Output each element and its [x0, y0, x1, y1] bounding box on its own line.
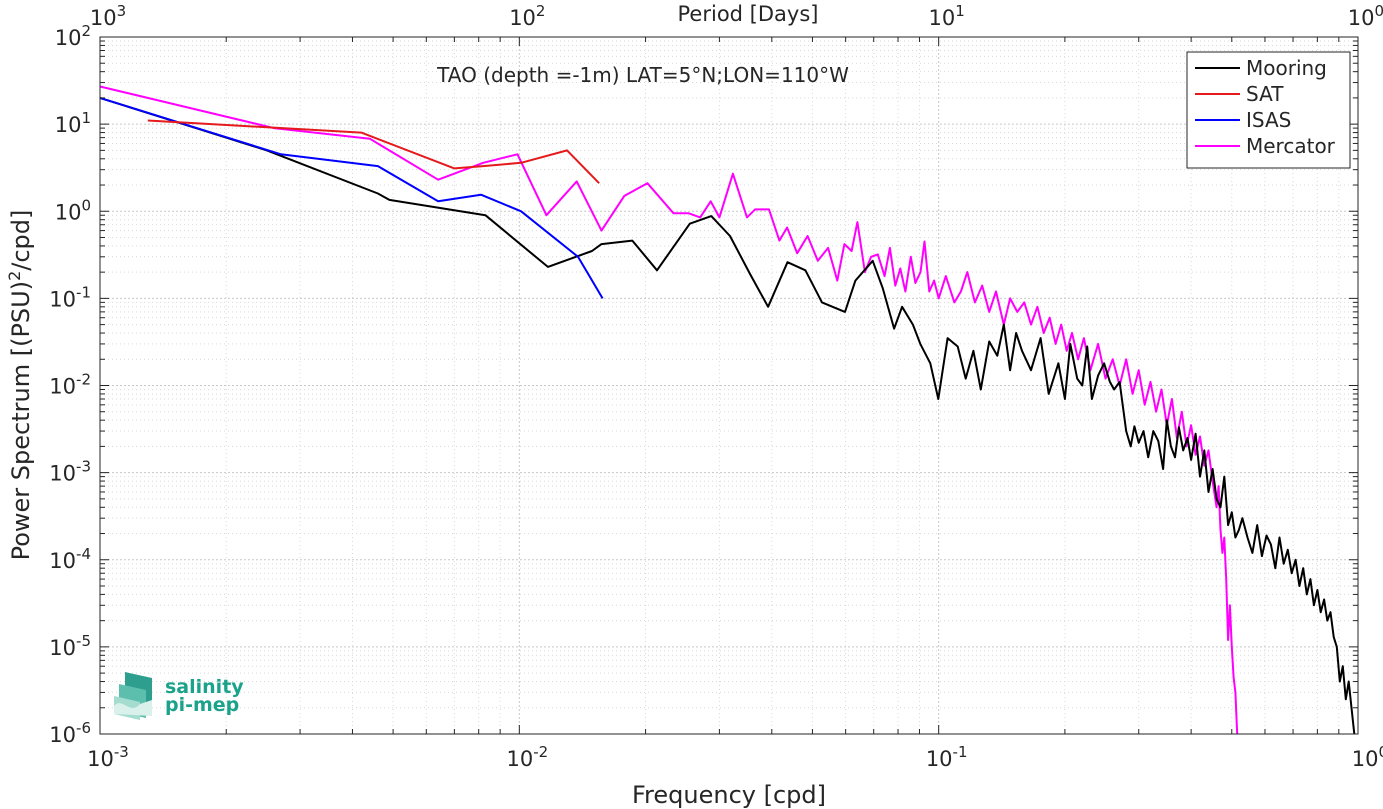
y-tick-labels: 10-6 10-5 10-4 10-3 10-2 10-1 100 101 102: [49, 22, 91, 747]
y-tick-label: 10-4: [49, 545, 91, 573]
series-line-mercator: [99, 85, 1239, 735]
series-line-isas: [99, 96, 604, 299]
x-tick-label: 10-3: [87, 743, 129, 771]
salinity-pi-mep-logo: salinity pi-mep: [114, 672, 244, 720]
x-tick-label: 100: [1352, 743, 1383, 771]
series-line-sat: [147, 119, 600, 184]
top-axis-label: Period [Days]: [678, 2, 819, 26]
major-grid: [99, 36, 1359, 735]
chart-title: TAO (depth =-1m) LAT=5°N;LON=110°W: [436, 63, 849, 87]
y-tick-label: 10-6: [49, 719, 91, 747]
y-tick-label: 10-3: [49, 458, 91, 486]
y-tick-label: 102: [55, 22, 91, 50]
top-tick-label: 101: [929, 2, 965, 30]
x-tick-labels: 10-3 10-2 10-1 100: [87, 743, 1383, 771]
legend-label: ISAS: [1246, 108, 1291, 132]
top-tick-label: 103: [90, 2, 126, 30]
legend-box: [1186, 51, 1351, 169]
logo-line2: pi-mep: [165, 694, 239, 716]
x-tick-label: 10-1: [926, 743, 968, 771]
y-tick-label: 10-2: [49, 371, 91, 399]
y-tick-label: 10-5: [49, 632, 91, 660]
y-tick-label: 10-1: [49, 283, 91, 311]
logo-line1: salinity: [165, 676, 244, 698]
top-tick-labels: 103 102 101 100: [90, 2, 1383, 30]
top-tick-label: 102: [509, 2, 545, 30]
legend-label: SAT: [1246, 82, 1284, 106]
top-tick-label: 100: [1348, 2, 1383, 30]
legend-label: Mercator: [1246, 134, 1336, 158]
y-tick-label: 100: [55, 196, 91, 224]
x-axis-label: Frequency [cpd]: [632, 781, 826, 809]
tick-marks: [99, 36, 1359, 735]
series-layer: [99, 85, 1356, 735]
y-tick-label: 101: [55, 109, 91, 137]
x-tick-label: 10-2: [506, 743, 548, 771]
legend-label: Mooring: [1246, 56, 1327, 80]
series-line-mooring: [99, 96, 1356, 735]
y-axis-label: Power Spectrum [(PSU)2/cpd]: [5, 210, 35, 561]
